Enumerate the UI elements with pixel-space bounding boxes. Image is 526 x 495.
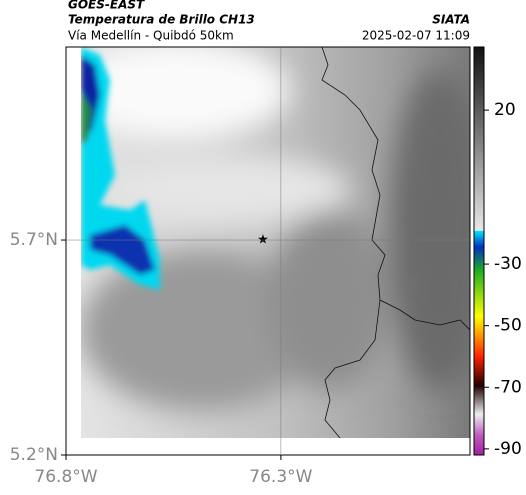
brand: SIATA	[432, 13, 470, 27]
x-tick-label: 76.8°W	[34, 467, 97, 487]
colorbar-label: -50	[494, 316, 522, 336]
colorbar-label: -30	[494, 254, 522, 274]
colorbar-label: 20	[494, 100, 516, 120]
title: Temperatura de Brillo CH13	[68, 13, 255, 27]
satellite-image	[81, 47, 470, 438]
y-tick-label: 5.2°N	[10, 445, 58, 465]
colorbar	[473, 46, 485, 456]
subtitle: Vía Medellín - Quibdó 50km	[68, 29, 234, 43]
source: GOES-EAST	[68, 0, 145, 12]
y-tick-label: 5.7°N	[10, 230, 58, 250]
x-tick-label: 76.3°W	[249, 467, 312, 487]
colorbar-label: -70	[494, 377, 522, 397]
timestamp: 2025-02-07 11:09	[362, 29, 470, 43]
map-frame	[65, 46, 471, 456]
colorbar-label: -90	[494, 439, 522, 459]
